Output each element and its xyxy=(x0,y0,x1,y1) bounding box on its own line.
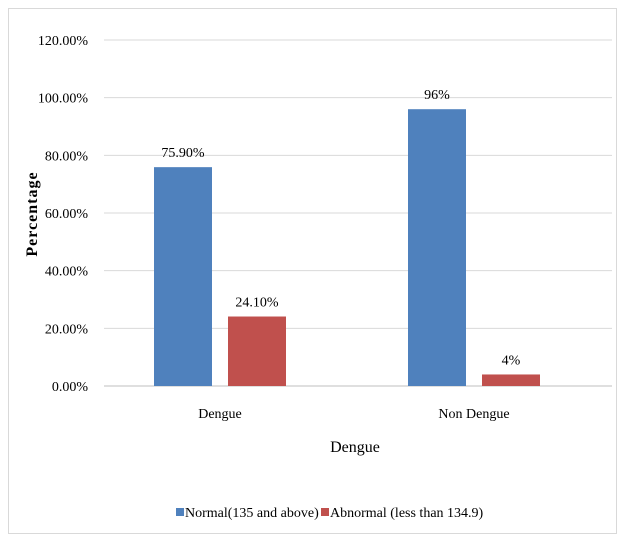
data-label: 75.90% xyxy=(161,146,205,161)
y-tick-label: 120.00% xyxy=(38,34,89,49)
data-labels: 75.90% 24.10% 96% 4% xyxy=(161,88,520,368)
legend-label: Abnormal (less than 134.9) xyxy=(330,506,484,521)
legend-swatch xyxy=(321,508,329,516)
data-label: 96% xyxy=(424,88,450,103)
y-tick-label: 0.00% xyxy=(52,380,89,395)
bar-abnormal-dengue xyxy=(228,316,286,386)
bar-normal-non-dengue xyxy=(408,109,466,386)
legend: Normal(135 and above) Abnormal (less than… xyxy=(176,506,484,521)
data-label: 24.10% xyxy=(235,296,279,311)
bar-abnormal-non-dengue xyxy=(482,374,540,386)
y-tick-label: 100.00% xyxy=(38,92,89,107)
legend-label: Normal(135 and above) xyxy=(185,506,319,521)
y-tick-label: 60.00% xyxy=(45,207,89,222)
bar-normal-dengue xyxy=(154,167,212,386)
y-axis-label: Percentage xyxy=(24,171,41,256)
x-tick-label: Non Dengue xyxy=(438,407,509,422)
x-tick-label: Dengue xyxy=(198,407,242,422)
y-tick-label: 80.00% xyxy=(45,149,89,164)
bars xyxy=(154,109,540,386)
y-tick-label: 20.00% xyxy=(45,322,89,337)
x-tick-labels: Dengue Non Dengue xyxy=(198,407,509,422)
legend-swatch xyxy=(176,508,184,516)
y-tick-label: 40.00% xyxy=(45,265,89,280)
data-label: 4% xyxy=(502,353,521,368)
x-axis-label: Dengue xyxy=(330,439,380,456)
y-tick-labels: 0.00% 20.00% 40.00% 60.00% 80.00% 100.00% 120.… xyxy=(38,34,89,395)
